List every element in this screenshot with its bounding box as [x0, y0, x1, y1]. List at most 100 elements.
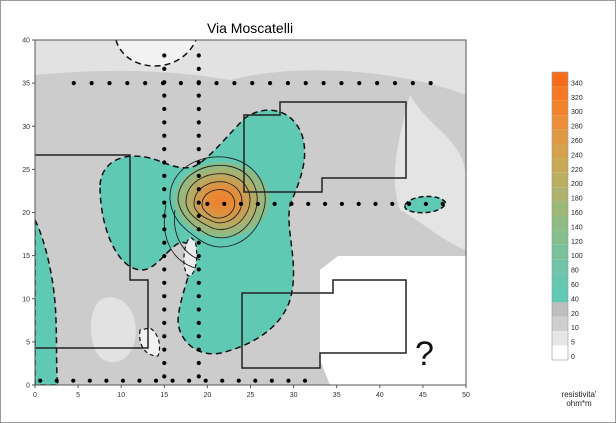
- colorbar-swatch: [552, 273, 568, 288]
- measurement-point: [196, 253, 201, 259]
- measurement-point: [196, 347, 201, 352]
- measurement-point: [196, 120, 201, 125]
- x-tick-label: 10: [117, 392, 125, 399]
- measurement-point: [162, 53, 167, 58]
- measurement-point: [322, 201, 328, 206]
- measurement-point: [196, 280, 201, 285]
- measurement-point: [196, 213, 201, 219]
- measurement-point: [89, 81, 94, 86]
- x-tick-label: 35: [333, 392, 341, 399]
- colorbar-swatch: [552, 230, 568, 245]
- measurement-point: [196, 307, 201, 312]
- measurement-point: [203, 378, 208, 383]
- measurement-point: [162, 267, 167, 272]
- measurement-point: [162, 133, 167, 138]
- measurement-point: [253, 378, 258, 383]
- colorbar-swatch: [552, 115, 568, 130]
- measurement-point: [162, 294, 167, 299]
- measurement-point: [137, 378, 142, 383]
- teal-zone-left: [35, 219, 59, 385]
- measurement-point: [162, 93, 167, 98]
- measurement-point: [196, 187, 201, 192]
- measurement-point: [162, 160, 167, 165]
- colorbar-label: 80: [571, 268, 579, 275]
- x-tick-label: 0: [33, 392, 37, 399]
- measurement-point: [220, 378, 225, 383]
- measurement-point: [238, 201, 244, 206]
- measurement-point: [303, 81, 308, 86]
- measurement-point: [269, 378, 274, 383]
- measurement-point: [205, 201, 210, 206]
- measurement-point: [162, 320, 167, 325]
- bubble-top: [115, 40, 197, 67]
- peak-zone: [174, 162, 270, 238]
- colorbar-border: [551, 71, 569, 361]
- measurement-point: [196, 334, 201, 339]
- colorbar-swatch: [552, 86, 568, 101]
- colorbar-swatch: [552, 288, 568, 303]
- measurement-point: [306, 201, 311, 206]
- measurement-point: [196, 93, 201, 98]
- measurement-point: [54, 378, 59, 383]
- colorbar-label: 10: [571, 325, 579, 332]
- colorbar-label: 180: [571, 196, 583, 203]
- colorbar-swatch: [552, 201, 568, 216]
- colorbar-label: 240: [571, 152, 583, 159]
- measurement-point: [196, 80, 201, 85]
- colorbar-swatch: [552, 244, 568, 260]
- x-tick-label: 50: [462, 392, 470, 399]
- measurement-point: [196, 294, 201, 299]
- measurement-point: [162, 374, 167, 379]
- measurement-point: [125, 81, 130, 86]
- measurement-point: [196, 147, 201, 152]
- measurement-point: [162, 120, 167, 125]
- measurement-point: [214, 81, 219, 86]
- y-tick-label: 0: [26, 383, 30, 390]
- colorbar-swatch: [552, 187, 568, 202]
- measurement-point: [410, 81, 415, 86]
- colorbar-swatch: [552, 172, 568, 188]
- colorbar-label: 20: [571, 311, 579, 318]
- measurement-point: [162, 334, 167, 339]
- measurement-point: [143, 81, 148, 86]
- measurement-point: [196, 106, 201, 112]
- measurement-point: [162, 66, 167, 71]
- colorbar-label: 280: [571, 124, 583, 131]
- measurement-point: [87, 378, 92, 383]
- measurement-point: [428, 81, 433, 86]
- question-mark-annotation: ?: [415, 335, 434, 373]
- colorbar-label: 320: [571, 95, 583, 102]
- measurement-point: [236, 378, 241, 383]
- colorbar-swatch: [552, 72, 568, 87]
- measurement-point: [196, 240, 201, 245]
- colorbar-swatch: [552, 100, 568, 116]
- measurement-point: [440, 201, 445, 206]
- measurement-point: [162, 213, 167, 219]
- measurement-point: [392, 81, 398, 86]
- colorbar-label: 0: [571, 354, 575, 361]
- measurement-point: [302, 378, 308, 383]
- x-tick-label: 15: [160, 392, 168, 399]
- bubble-low: [139, 327, 161, 357]
- measurement-point: [104, 378, 109, 383]
- contour-lines: [163, 156, 266, 269]
- measurement-point: [162, 227, 167, 232]
- y-tick-label: 25: [22, 167, 30, 174]
- colorbar-label: 200: [571, 181, 583, 188]
- measurement-point: [178, 81, 183, 86]
- y-tick-label: 40: [22, 38, 30, 45]
- measurement-point: [196, 320, 201, 325]
- measurement-point: [162, 200, 167, 205]
- measurement-point: [162, 253, 167, 259]
- measurement-point: [162, 80, 167, 85]
- measurement-point: [170, 378, 175, 383]
- x-tick-label: 40: [376, 392, 384, 399]
- measurement-point: [162, 240, 167, 245]
- building-left: [35, 154, 149, 349]
- measurement-point: [407, 201, 412, 206]
- measurement-point: [423, 201, 429, 206]
- measurement-point: [390, 201, 395, 206]
- colorbar-swatch: [552, 216, 568, 231]
